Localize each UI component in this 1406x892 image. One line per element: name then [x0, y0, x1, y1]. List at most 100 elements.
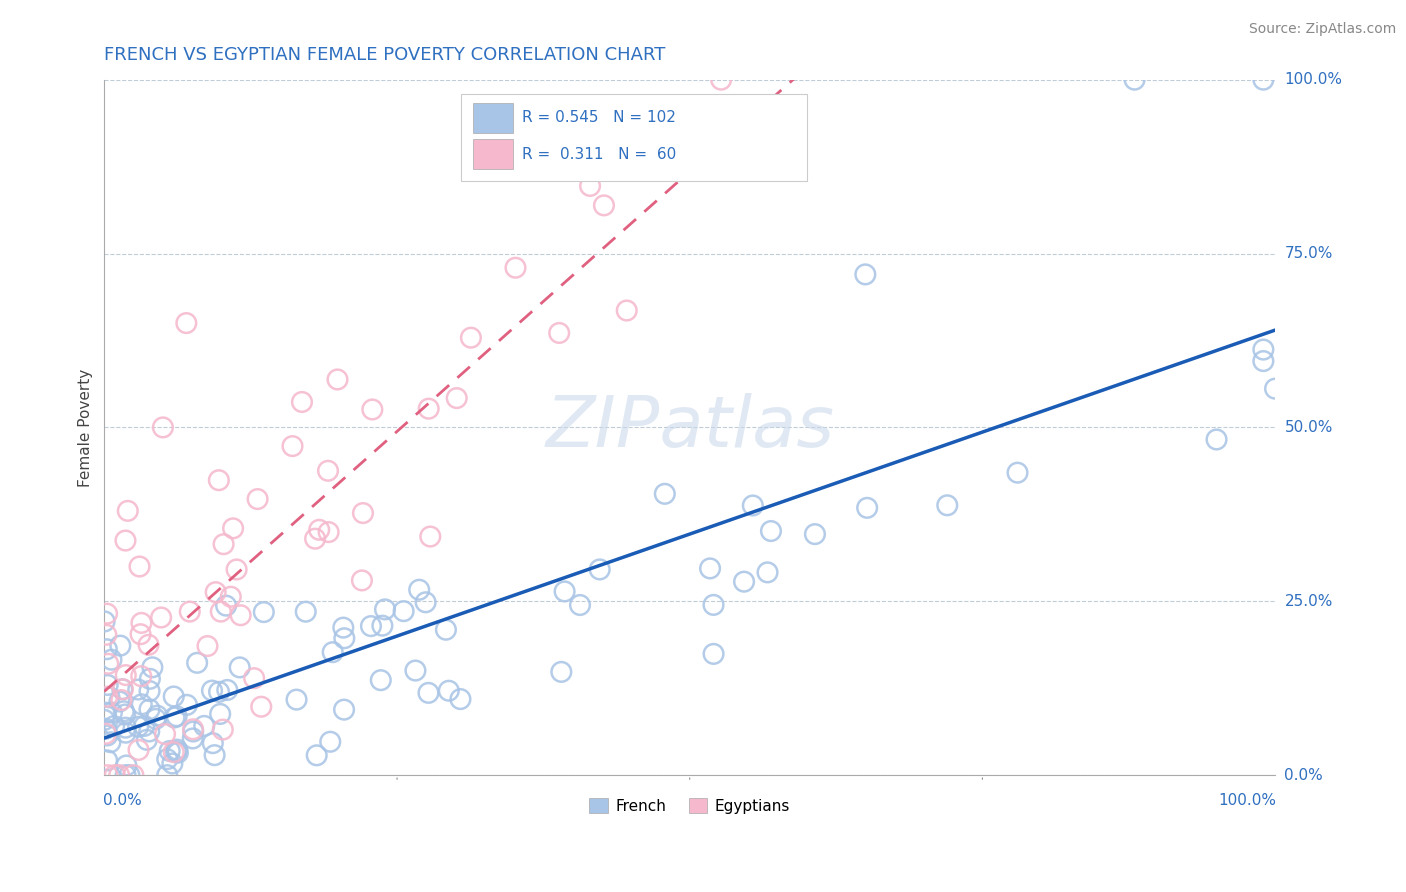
- Point: [153, 727, 176, 741]
- Point: [94, 727, 117, 741]
- Point: [219, 590, 242, 604]
- Point: [415, 595, 437, 609]
- Point: [285, 692, 308, 706]
- Text: Source: ZipAtlas.com: Source: ZipAtlas.com: [1249, 22, 1396, 37]
- Point: [434, 623, 457, 637]
- Point: [209, 706, 232, 721]
- Point: [166, 742, 188, 756]
- Point: [139, 672, 162, 686]
- Point: [96, 728, 118, 742]
- Point: [856, 500, 879, 515]
- Point: [370, 673, 392, 688]
- Point: [129, 669, 152, 683]
- Point: [165, 745, 187, 759]
- Point: [352, 506, 374, 520]
- Point: [654, 487, 676, 501]
- Point: [316, 464, 339, 478]
- Point: [138, 724, 160, 739]
- Point: [138, 638, 160, 652]
- Point: [1123, 72, 1146, 87]
- Point: [141, 660, 163, 674]
- Point: [93, 615, 115, 629]
- Point: [93, 713, 115, 727]
- Point: [146, 708, 169, 723]
- Point: [114, 707, 136, 722]
- Point: [96, 753, 118, 767]
- Point: [97, 657, 120, 671]
- Point: [152, 420, 174, 434]
- Point: [96, 628, 118, 642]
- Point: [322, 645, 344, 659]
- Point: [759, 524, 782, 538]
- Point: [1264, 382, 1286, 396]
- Point: [114, 725, 136, 739]
- Point: [112, 704, 135, 718]
- Point: [94, 706, 117, 720]
- Point: [319, 735, 342, 749]
- Point: [156, 768, 179, 782]
- Text: 25.0%: 25.0%: [1285, 594, 1333, 608]
- Point: [374, 602, 396, 616]
- Point: [333, 632, 356, 646]
- Point: [1205, 433, 1227, 447]
- Point: [404, 664, 426, 678]
- Point: [114, 768, 136, 782]
- Point: [150, 610, 173, 624]
- Point: [108, 694, 131, 708]
- Point: [211, 723, 233, 737]
- Point: [163, 690, 186, 704]
- Point: [201, 683, 224, 698]
- Point: [408, 582, 430, 597]
- Point: [100, 653, 122, 667]
- Point: [127, 720, 149, 734]
- Point: [291, 395, 314, 409]
- Point: [212, 537, 235, 551]
- Point: [111, 682, 134, 697]
- Point: [304, 532, 326, 546]
- Point: [308, 523, 330, 537]
- Point: [437, 683, 460, 698]
- Point: [579, 178, 602, 193]
- Point: [217, 682, 239, 697]
- Text: 100.0%: 100.0%: [1218, 792, 1277, 807]
- FancyBboxPatch shape: [461, 94, 807, 180]
- Point: [418, 401, 440, 416]
- Point: [229, 608, 252, 623]
- Point: [699, 561, 721, 575]
- Point: [104, 768, 127, 782]
- Point: [550, 665, 572, 679]
- FancyBboxPatch shape: [474, 103, 513, 133]
- Point: [593, 198, 616, 212]
- Point: [294, 605, 316, 619]
- Point: [360, 619, 382, 633]
- Point: [96, 768, 118, 782]
- Point: [163, 745, 186, 759]
- Point: [548, 326, 571, 340]
- Point: [101, 706, 124, 720]
- Point: [138, 702, 160, 716]
- Point: [318, 525, 340, 540]
- Point: [129, 627, 152, 641]
- Point: [616, 303, 638, 318]
- Point: [361, 402, 384, 417]
- Point: [131, 698, 153, 712]
- Point: [253, 605, 276, 619]
- Point: [281, 439, 304, 453]
- Point: [156, 752, 179, 766]
- Point: [756, 566, 779, 580]
- Point: [128, 559, 150, 574]
- Point: [936, 498, 959, 512]
- Point: [197, 639, 219, 653]
- Point: [100, 735, 122, 749]
- Point: [332, 621, 354, 635]
- Point: [128, 743, 150, 757]
- Point: [181, 723, 204, 737]
- Point: [108, 768, 131, 782]
- Point: [110, 693, 132, 707]
- Point: [98, 690, 121, 705]
- Point: [710, 72, 733, 87]
- Point: [103, 719, 125, 733]
- Text: FRENCH VS EGYPTIAN FEMALE POVERTY CORRELATION CHART: FRENCH VS EGYPTIAN FEMALE POVERTY CORREL…: [104, 46, 666, 64]
- Point: [208, 473, 231, 487]
- Text: 0.0%: 0.0%: [103, 792, 142, 807]
